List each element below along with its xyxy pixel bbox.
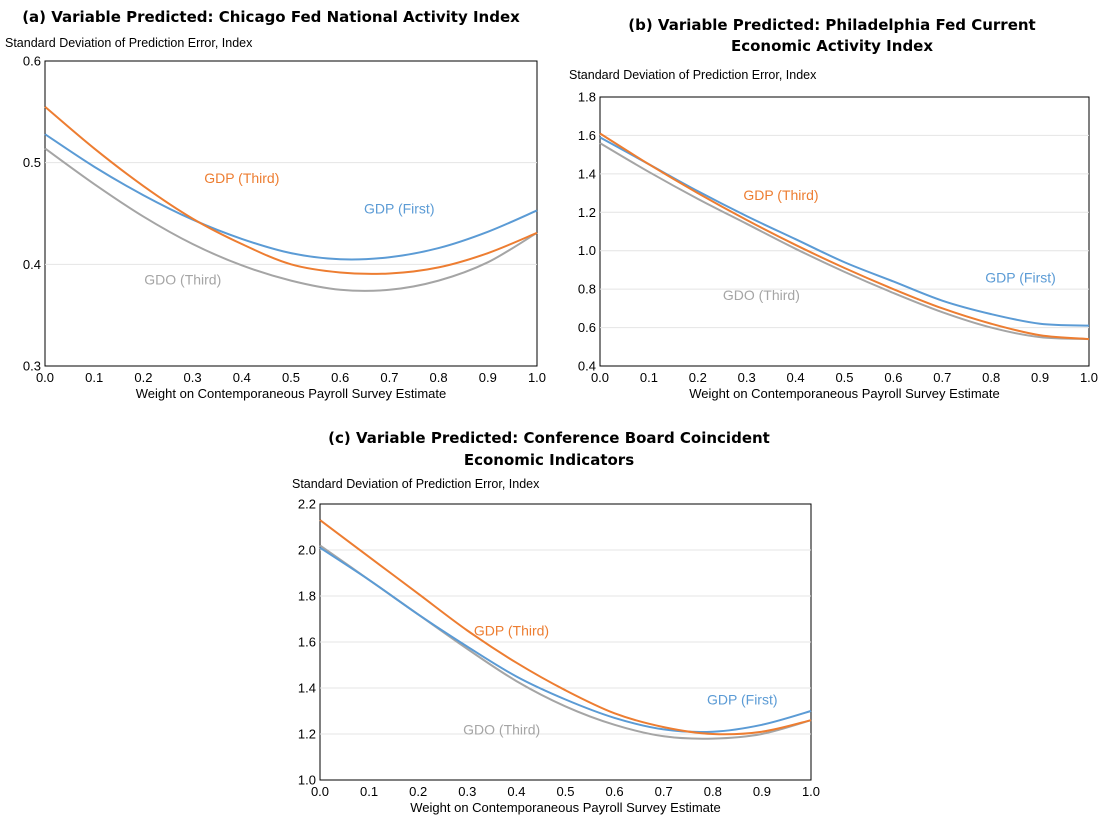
x-tick-label: 0.0 — [311, 784, 329, 799]
y-tick-label: 2.0 — [298, 543, 316, 558]
x-tick-label: 0.9 — [479, 370, 497, 385]
x-tick-label: 1.0 — [802, 784, 820, 799]
series-label: GDP (Third) — [743, 187, 818, 203]
series-label: GDP (Third) — [474, 623, 549, 639]
x-tick-label: 0.7 — [655, 784, 673, 799]
x-tick-label: 0.5 — [835, 370, 853, 385]
x-axis-label: Weight on Contemporaneous Payroll Survey… — [410, 800, 720, 815]
y-tick-label: 1.2 — [578, 205, 596, 220]
y-tick-label: 0.5 — [23, 155, 41, 170]
chart-panel-1: (b) Variable Predicted: Philadelphia Fed… — [569, 16, 1098, 401]
series-line-gdp-third — [44, 105, 538, 275]
x-tick-label: 0.2 — [689, 370, 707, 385]
x-tick-label: 0.5 — [556, 784, 574, 799]
x-tick-label: 0.5 — [282, 370, 300, 385]
chart-title-line: Economic Indicators — [464, 451, 634, 469]
series-line-gdp-third — [599, 132, 1090, 341]
x-tick-label: 0.8 — [982, 370, 1000, 385]
y-axis-label: Standard Deviation of Prediction Error, … — [5, 36, 253, 50]
y-tick-label: 1.4 — [578, 166, 596, 181]
series-label: GDP (First) — [364, 200, 435, 216]
x-tick-label: 0.1 — [360, 784, 378, 799]
y-tick-label: 0.4 — [578, 359, 596, 374]
series-label: GDO (Third) — [144, 272, 221, 288]
y-tick-label: 1.0 — [578, 243, 596, 258]
series-label: GDP (First) — [985, 270, 1056, 286]
x-tick-label: 0.6 — [606, 784, 624, 799]
chart-title-line: (a) Variable Predicted: Chicago Fed Nati… — [22, 8, 520, 26]
x-tick-label: 0.9 — [1031, 370, 1049, 385]
series-line-gdp-first — [319, 546, 812, 733]
x-tick-label: 0.3 — [738, 370, 756, 385]
chart-title-line: (b) Variable Predicted: Philadelphia Fed… — [628, 16, 1035, 34]
series-line-gdp-first — [599, 136, 1090, 327]
x-tick-label: 0.3 — [184, 370, 202, 385]
x-tick-label: 0.1 — [640, 370, 658, 385]
y-axis-label: Standard Deviation of Prediction Error, … — [292, 477, 540, 491]
plot-area — [44, 60, 538, 367]
x-axis-label: Weight on Contemporaneous Payroll Survey… — [136, 386, 446, 401]
x-tick-label: 0.0 — [36, 370, 54, 385]
y-tick-label: 1.0 — [298, 773, 316, 788]
y-tick-label: 0.6 — [23, 54, 41, 69]
x-axis-label: Weight on Contemporaneous Payroll Survey… — [689, 386, 999, 401]
y-axis-label: Standard Deviation of Prediction Error, … — [569, 68, 817, 82]
x-tick-label: 0.1 — [85, 370, 103, 385]
chart-panel-0: (a) Variable Predicted: Chicago Fed Nati… — [5, 8, 546, 401]
x-tick-label: 0.8 — [430, 370, 448, 385]
y-tick-label: 0.3 — [23, 359, 41, 374]
series-label: GDO (Third) — [463, 721, 540, 737]
series-label: GDP (First) — [707, 692, 778, 708]
x-tick-label: 0.7 — [933, 370, 951, 385]
chart-panel-2: (c) Variable Predicted: Conference Board… — [292, 429, 820, 815]
y-tick-label: 1.8 — [578, 90, 596, 105]
x-tick-label: 1.0 — [528, 370, 546, 385]
x-tick-label: 0.4 — [507, 784, 525, 799]
plot-area — [599, 96, 1090, 367]
chart-title-line: (c) Variable Predicted: Conference Board… — [328, 429, 770, 447]
y-tick-label: 0.8 — [578, 282, 596, 297]
x-tick-label: 0.0 — [591, 370, 609, 385]
series-line-gdp-first — [44, 133, 538, 261]
y-tick-label: 2.2 — [298, 497, 316, 512]
series-line-gdo-third — [44, 147, 538, 292]
series-label: GDO (Third) — [723, 287, 800, 303]
y-tick-label: 1.2 — [298, 727, 316, 742]
y-tick-label: 1.6 — [298, 635, 316, 650]
x-tick-label: 0.4 — [787, 370, 805, 385]
y-tick-label: 0.6 — [578, 320, 596, 335]
y-tick-label: 1.8 — [298, 589, 316, 604]
x-tick-label: 0.7 — [380, 370, 398, 385]
y-tick-label: 1.6 — [578, 128, 596, 143]
x-tick-label: 0.2 — [409, 784, 427, 799]
x-tick-label: 0.9 — [753, 784, 771, 799]
series-line-gdp-third — [319, 519, 812, 736]
x-tick-label: 0.4 — [233, 370, 251, 385]
x-tick-label: 0.6 — [884, 370, 902, 385]
chart-title-line: Economic Activity Index — [731, 37, 933, 55]
x-tick-label: 0.3 — [458, 784, 476, 799]
y-tick-label: 1.4 — [298, 681, 316, 696]
series-line-gdo-third — [599, 142, 1090, 341]
x-tick-label: 1.0 — [1080, 370, 1098, 385]
series-label: GDP (Third) — [204, 170, 279, 186]
x-tick-label: 0.6 — [331, 370, 349, 385]
x-tick-label: 0.2 — [134, 370, 152, 385]
y-tick-label: 0.4 — [23, 257, 41, 272]
x-tick-label: 0.8 — [704, 784, 722, 799]
